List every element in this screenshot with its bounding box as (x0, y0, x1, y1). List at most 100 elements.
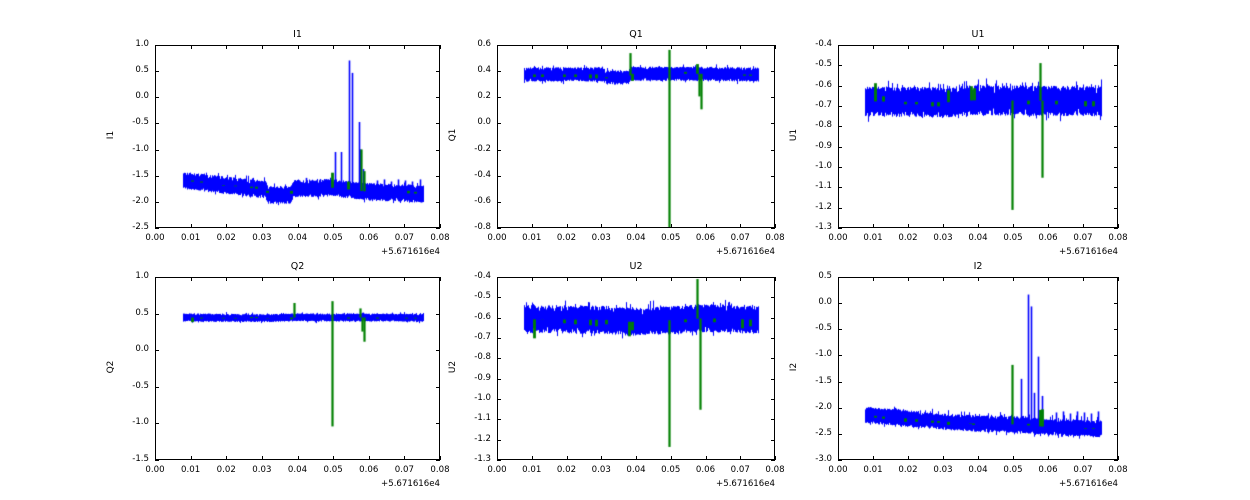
x-tick-mark (497, 456, 498, 460)
plot-area (155, 45, 440, 228)
y-tick-label: -1.0 (815, 161, 832, 171)
y-tick-label: -0.5 (815, 59, 832, 70)
x-tick-mark (440, 456, 441, 460)
y-tick-mark (497, 228, 501, 229)
x-tick-label: 0.02 (216, 233, 236, 243)
y-tick-mark (838, 277, 842, 278)
y-tick-label: -0.4 (474, 169, 491, 180)
y-tick-label: -0.6 (474, 311, 491, 322)
y-tick-mark (155, 277, 159, 278)
y-tick-mark-right (771, 123, 775, 125)
data-trace (839, 46, 1117, 227)
x-tick-mark (261, 456, 263, 460)
plot-area (155, 277, 440, 460)
x-tick-mark-top (261, 277, 263, 281)
y-tick-label: -2.0 (132, 195, 149, 206)
y-tick-mark (155, 386, 159, 388)
x-tick-mark (226, 456, 228, 460)
x-tick-mark (297, 456, 299, 460)
y-tick-label: 0.0 (818, 297, 832, 308)
x-tick-mark (1118, 224, 1119, 228)
x-tick-label: 0.03 (252, 465, 272, 475)
y-tick-label: -0.6 (815, 79, 832, 90)
x-tick-label: 0.04 (626, 233, 646, 243)
y-tick-mark-right (1114, 167, 1118, 168)
x-tick-mark (155, 456, 156, 460)
x-tick-mark-top (440, 277, 441, 281)
x-tick-mark (908, 456, 909, 460)
x-tick-mark-top (531, 45, 533, 49)
x-tick-mark-top (1083, 45, 1084, 49)
x-axis-offset-text: +5.671616e4 (1059, 247, 1118, 257)
x-tick-label: 0.01 (181, 465, 201, 475)
plot-area (497, 45, 775, 228)
x-tick-mark-top (978, 277, 979, 281)
y-tick-mark-right (1114, 381, 1118, 383)
x-tick-label: 0.07 (394, 465, 414, 475)
x-tick-mark (670, 456, 672, 460)
y-tick-mark (497, 123, 501, 125)
x-tick-label: 0.00 (145, 233, 165, 243)
y-tick-label: -2.0 (815, 401, 832, 412)
y-tick-mark (155, 71, 159, 73)
y-tick-label: -1.3 (474, 454, 491, 464)
x-tick-label: 0.08 (1108, 465, 1128, 475)
x-tick-label: 0.05 (661, 465, 681, 475)
y-tick-mark-right (1114, 355, 1118, 357)
x-tick-label: 0.05 (323, 233, 343, 243)
x-tick-label: 0.03 (252, 233, 272, 243)
x-tick-mark (404, 224, 406, 228)
y-tick-label: 0.6 (477, 39, 491, 49)
y-tick-label: 0.0 (135, 344, 149, 355)
x-tick-mark (636, 456, 637, 460)
y-axis-label: Q2 (106, 360, 116, 373)
x-tick-label: 0.01 (863, 233, 883, 243)
x-tick-mark-top (740, 45, 742, 49)
y-tick-label: -1.0 (474, 393, 491, 403)
x-tick-mark (1083, 224, 1084, 228)
y-tick-mark-right (771, 149, 775, 151)
y-tick-mark (838, 85, 842, 87)
y-tick-mark-right (771, 419, 775, 421)
y-tick-label: -0.5 (132, 380, 149, 391)
x-tick-label: 0.00 (145, 465, 165, 475)
y-tick-mark (838, 303, 842, 305)
y-tick-mark-right (436, 149, 440, 151)
x-tick-mark (497, 224, 498, 228)
data-trace (156, 46, 439, 227)
y-tick-mark (155, 350, 159, 352)
y-tick-mark (838, 381, 842, 383)
x-tick-mark-top (190, 45, 192, 49)
y-tick-mark-right (1114, 460, 1118, 461)
x-tick-mark (740, 456, 742, 460)
x-tick-mark-top (601, 277, 603, 281)
x-tick-mark (1048, 224, 1049, 228)
y-tick-label: 1.0 (135, 271, 149, 281)
y-tick-mark (838, 187, 842, 189)
x-tick-mark-top (908, 277, 909, 281)
y-tick-mark (838, 407, 842, 409)
x-tick-label: 0.08 (765, 233, 785, 243)
x-tick-label: 0.03 (933, 465, 953, 475)
y-tick-mark-right (1114, 433, 1118, 435)
y-tick-mark-right (1114, 126, 1118, 128)
y-tick-label: 0.5 (818, 271, 832, 281)
y-tick-label: -1.2 (815, 201, 832, 212)
x-tick-mark-top (838, 45, 839, 49)
x-tick-mark-top (497, 277, 498, 281)
y-tick-mark-right (436, 313, 440, 315)
y-tick-mark-right (771, 228, 775, 229)
y-tick-mark-right (436, 123, 440, 125)
y-axis-label: U2 (448, 360, 458, 373)
y-tick-label: 0.0 (135, 91, 149, 102)
x-tick-label: 0.03 (591, 465, 611, 475)
x-tick-mark-top (636, 277, 637, 281)
y-tick-mark (838, 433, 842, 435)
x-tick-label: 0.04 (968, 233, 988, 243)
x-tick-label: 0.02 (898, 465, 918, 475)
subplot-title: U2 (629, 261, 643, 272)
x-tick-mark (1083, 456, 1084, 460)
x-tick-label: 0.00 (487, 465, 507, 475)
x-tick-mark-top (740, 277, 742, 281)
